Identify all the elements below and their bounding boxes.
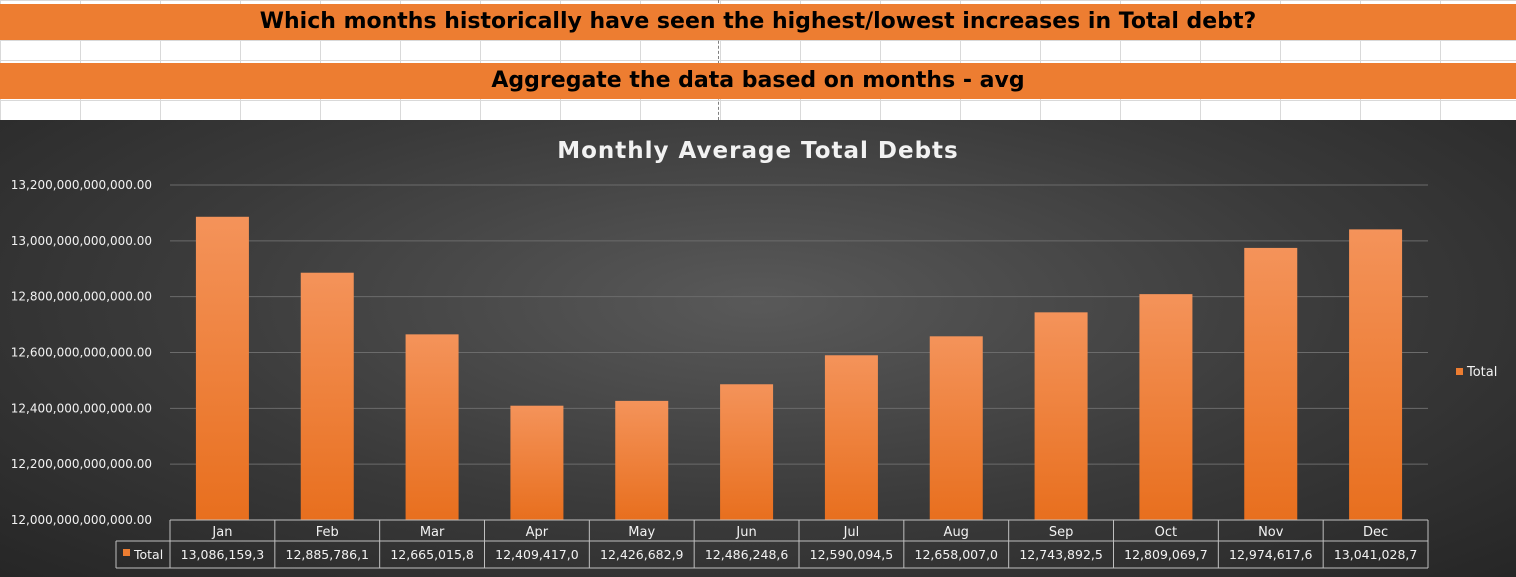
x-category-label: Aug (944, 525, 969, 540)
table-value: 13,086,159,3 (181, 547, 265, 562)
y-tick-label: 12,000,000,000,000.00 (11, 513, 152, 527)
table-value: 12,409,417,0 (495, 547, 579, 562)
bar (195, 216, 249, 520)
y-tick-label: 12,600,000,000,000.00 (11, 346, 152, 360)
table-value: 12,486,248,6 (705, 547, 789, 562)
chart-area[interactable]: Monthly Average Total Debts 12,000,000,0… (0, 120, 1516, 577)
bar (1349, 229, 1403, 520)
y-tick-label: 12,800,000,000,000.00 (11, 290, 152, 304)
bar (615, 400, 669, 520)
bar (1244, 247, 1298, 520)
table-value: 12,885,786,1 (286, 547, 370, 562)
table-value: 13,041,028,7 (1334, 547, 1418, 562)
bar-chart: Monthly Average Total Debts 12,000,000,0… (11, 138, 1497, 569)
x-category-label: Apr (526, 525, 549, 540)
y-tick-label: 12,400,000,000,000.00 (11, 401, 152, 415)
table-series-label: Total (133, 547, 163, 562)
y-tick-label: 13,000,000,000,000.00 (11, 234, 152, 248)
x-category-label: Feb (316, 525, 339, 540)
x-category-label: May (628, 525, 655, 540)
bar (405, 334, 459, 520)
table-series-key (123, 549, 130, 556)
table-value: 12,743,892,5 (1019, 547, 1103, 562)
table-value: 12,658,007,0 (915, 547, 999, 562)
table-value: 12,974,617,6 (1229, 547, 1313, 562)
table-value: 12,665,015,8 (390, 547, 474, 562)
bar (300, 272, 354, 520)
bar (510, 405, 564, 520)
x-category-label: Sep (1049, 525, 1074, 540)
x-category-label: Jun (735, 525, 756, 540)
question-banner: Which months historically have seen the … (0, 4, 1516, 40)
bar (929, 336, 983, 520)
legend-swatch (1456, 368, 1463, 375)
x-category-label: Dec (1363, 525, 1388, 540)
bar (720, 384, 774, 520)
y-tick-label: 12,200,000,000,000.00 (11, 457, 152, 471)
table-value: 12,590,094,5 (810, 547, 894, 562)
method-banner: Aggregate the data based on months - avg (0, 63, 1516, 99)
table-value: 12,426,682,9 (600, 547, 684, 562)
bar (1034, 312, 1088, 520)
page-break-line (718, 0, 719, 120)
y-tick-label: 13,200,000,000,000.00 (11, 178, 152, 192)
bar (1139, 294, 1193, 520)
chart-title: Monthly Average Total Debts (557, 138, 959, 164)
x-category-label: Jan (211, 525, 232, 540)
bar (824, 355, 878, 520)
x-category-label: Oct (1155, 525, 1177, 540)
x-category-label: Nov (1258, 525, 1284, 540)
x-category-label: Mar (420, 525, 445, 540)
x-category-label: Jul (843, 525, 860, 540)
table-value: 12,809,069,7 (1124, 547, 1208, 562)
legend-label: Total (1466, 365, 1497, 380)
